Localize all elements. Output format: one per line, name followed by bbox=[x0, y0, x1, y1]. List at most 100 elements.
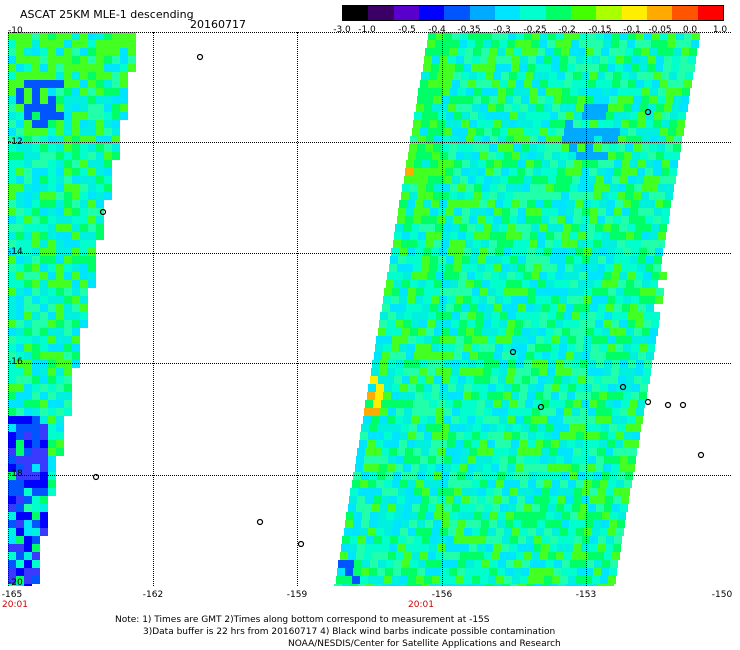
grid-line-lat bbox=[8, 253, 731, 254]
swath-cell bbox=[518, 112, 526, 120]
swath-cell bbox=[510, 584, 518, 586]
swath-cell bbox=[500, 408, 508, 416]
swath-cell bbox=[16, 536, 24, 544]
swath-cell bbox=[24, 408, 32, 416]
swath-cell bbox=[560, 104, 568, 112]
swath-cell bbox=[503, 392, 511, 400]
swath-cell bbox=[614, 112, 622, 120]
swath-cell bbox=[520, 432, 528, 440]
swath-cell bbox=[440, 528, 448, 536]
swath-cell bbox=[16, 296, 24, 304]
swath-cell bbox=[541, 72, 549, 80]
swath-cell bbox=[553, 520, 561, 528]
swath-cell bbox=[440, 288, 448, 296]
swath-cell bbox=[88, 184, 96, 192]
swath-cell bbox=[479, 248, 487, 256]
swath-cell bbox=[382, 304, 390, 312]
swath-cell bbox=[531, 272, 539, 280]
swath-cell bbox=[543, 64, 551, 72]
swath-cell bbox=[512, 152, 520, 160]
swath-cell bbox=[477, 72, 485, 80]
swath-cell bbox=[538, 280, 546, 288]
swath-cell bbox=[594, 88, 602, 96]
swath-cell bbox=[501, 216, 509, 224]
swath-cell bbox=[649, 96, 657, 104]
swath-cell bbox=[405, 264, 413, 272]
swath-cell bbox=[396, 312, 404, 320]
swath-cell bbox=[40, 496, 48, 504]
swath-cell bbox=[479, 296, 487, 304]
swath-cell bbox=[8, 424, 16, 432]
swath-cell bbox=[443, 464, 451, 472]
swath-cell bbox=[525, 216, 533, 224]
swath-cell bbox=[512, 384, 520, 392]
swath-cell bbox=[577, 424, 585, 432]
swath-cell bbox=[448, 336, 456, 344]
swath-cell bbox=[461, 120, 469, 128]
swath-cell bbox=[431, 64, 439, 72]
swath-cell bbox=[498, 328, 506, 336]
swath-cell bbox=[689, 48, 697, 56]
swath-cell bbox=[619, 368, 627, 376]
swath-cell bbox=[486, 352, 494, 360]
swath-cell bbox=[631, 64, 639, 72]
island-outline bbox=[509, 348, 517, 356]
swath-cell bbox=[8, 128, 16, 136]
swath-cell bbox=[421, 216, 429, 224]
swath-cell bbox=[652, 32, 660, 40]
swath-cell bbox=[493, 448, 501, 456]
swath-cell bbox=[384, 576, 392, 584]
swath-cell bbox=[603, 464, 611, 472]
swath-cell bbox=[663, 200, 671, 208]
swath-cell bbox=[552, 336, 560, 344]
swath-cell bbox=[674, 136, 682, 144]
swath-cell bbox=[474, 560, 482, 568]
swath-cell bbox=[72, 352, 80, 360]
swath-cell bbox=[80, 120, 88, 128]
swath-cell bbox=[443, 320, 451, 328]
swath-cell bbox=[617, 48, 625, 56]
swath-cell bbox=[523, 272, 531, 280]
swath-cell bbox=[8, 520, 16, 528]
swath-cell bbox=[453, 264, 461, 272]
swath-cell bbox=[467, 416, 475, 424]
colorbar-label: -0.4 bbox=[428, 25, 446, 35]
swath-cell bbox=[536, 336, 544, 344]
swath-cell bbox=[481, 520, 489, 528]
swath-cell bbox=[587, 464, 595, 472]
swath-cell bbox=[427, 272, 435, 280]
swath-cell bbox=[32, 296, 40, 304]
swath-cell bbox=[385, 568, 393, 576]
swath-cell bbox=[569, 472, 577, 480]
swath-cell bbox=[657, 48, 665, 56]
swath-cell bbox=[609, 520, 617, 528]
swath-cell bbox=[380, 312, 388, 320]
swath-cell bbox=[466, 280, 474, 288]
swath-cell bbox=[24, 488, 32, 496]
swath-cell bbox=[539, 272, 547, 280]
swath-cell bbox=[404, 504, 412, 512]
swath-cell bbox=[24, 344, 32, 352]
swath-cell bbox=[544, 104, 552, 112]
swath-cell bbox=[468, 80, 476, 88]
swath-cell bbox=[440, 104, 448, 112]
swath-cell bbox=[460, 360, 468, 368]
swath-cell bbox=[610, 280, 618, 288]
swath-cell bbox=[495, 392, 503, 400]
swath-cell bbox=[48, 448, 56, 456]
swath-cell bbox=[40, 184, 48, 192]
swath-cell bbox=[430, 112, 438, 120]
swath-cell bbox=[404, 408, 412, 416]
swath-cell bbox=[8, 40, 16, 48]
swath-cell bbox=[629, 400, 637, 408]
swath-cell bbox=[8, 160, 16, 168]
swath-cell bbox=[537, 96, 545, 104]
swath-cell bbox=[564, 176, 572, 184]
swath-cell bbox=[491, 464, 499, 472]
swath-cell bbox=[104, 56, 112, 64]
swath-cell bbox=[374, 488, 382, 496]
swath-cell bbox=[444, 552, 452, 560]
swath-cell bbox=[72, 328, 80, 336]
swath-cell bbox=[588, 312, 596, 320]
swath-cell bbox=[32, 232, 40, 240]
